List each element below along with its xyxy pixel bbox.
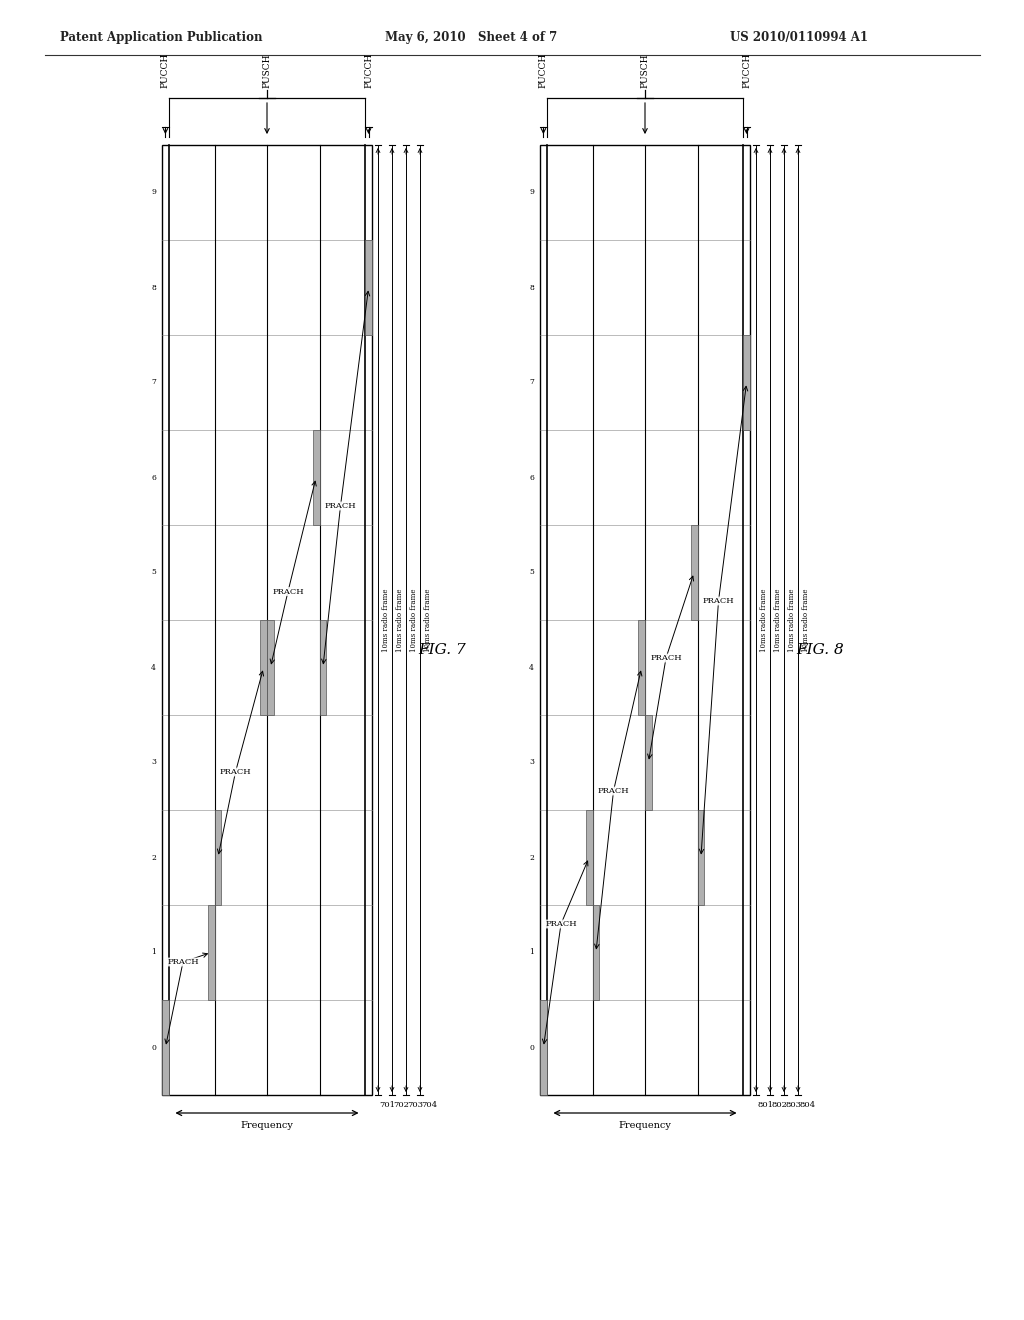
Bar [697, 810, 705, 906]
Bar [366, 240, 372, 335]
Text: 5: 5 [152, 569, 156, 577]
Text: 803: 803 [785, 1101, 801, 1109]
Bar [267, 620, 273, 715]
Text: PRACH: PRACH [272, 587, 304, 595]
Text: 8: 8 [529, 284, 534, 292]
Text: 9: 9 [152, 189, 156, 197]
Text: 7: 7 [529, 379, 534, 387]
Text: PUSCH: PUSCH [262, 54, 271, 88]
Text: 7: 7 [152, 379, 156, 387]
Text: PRACH: PRACH [598, 787, 630, 795]
Bar [214, 810, 221, 906]
Text: 8: 8 [152, 284, 156, 292]
Text: 702: 702 [393, 1101, 409, 1109]
Text: 1: 1 [152, 949, 156, 957]
Text: PRACH: PRACH [702, 597, 734, 605]
Bar [208, 906, 214, 1001]
Text: PUCCH: PUCCH [742, 53, 751, 88]
Text: 2: 2 [152, 854, 156, 862]
Text: 0: 0 [529, 1044, 534, 1052]
Bar [540, 145, 750, 1096]
Bar [586, 810, 593, 906]
Text: 704: 704 [421, 1101, 437, 1109]
Text: 9: 9 [529, 189, 534, 197]
Text: May 6, 2010   Sheet 4 of 7: May 6, 2010 Sheet 4 of 7 [385, 30, 557, 44]
Bar [312, 430, 319, 525]
Text: PUCCH: PUCCH [539, 53, 548, 88]
Text: 1: 1 [529, 949, 534, 957]
Text: 10ms radio frame: 10ms radio frame [774, 589, 782, 652]
Bar [162, 145, 372, 1096]
Text: PRACH: PRACH [325, 502, 356, 510]
Text: PUCCH: PUCCH [365, 53, 373, 88]
Text: PRACH: PRACH [167, 958, 199, 966]
Text: 4: 4 [529, 664, 534, 672]
Text: 804: 804 [799, 1101, 815, 1109]
Bar [645, 715, 652, 810]
Text: 2: 2 [529, 854, 534, 862]
Bar [260, 620, 267, 715]
Text: 10ms radio frame: 10ms radio frame [424, 589, 432, 652]
Text: US 2010/0110994 A1: US 2010/0110994 A1 [730, 30, 868, 44]
Text: 10ms radio frame: 10ms radio frame [396, 589, 404, 652]
Text: 3: 3 [529, 759, 534, 767]
Text: PRACH: PRACH [220, 768, 251, 776]
Text: PRACH: PRACH [650, 653, 682, 663]
Text: Frequency: Frequency [618, 1121, 672, 1130]
Bar [319, 620, 327, 715]
Text: PUSCH: PUSCH [640, 54, 649, 88]
Text: 5: 5 [529, 569, 534, 577]
Bar [743, 335, 750, 430]
Bar [540, 1001, 547, 1096]
Bar [162, 1001, 169, 1096]
Text: 10ms radio frame: 10ms radio frame [382, 589, 390, 652]
Text: 701: 701 [379, 1101, 395, 1109]
Text: 802: 802 [771, 1101, 786, 1109]
Text: 10ms radio frame: 10ms radio frame [410, 589, 418, 652]
Text: FIG. 7: FIG. 7 [418, 643, 466, 657]
Bar [638, 620, 645, 715]
Text: PRACH: PRACH [545, 920, 577, 928]
Text: Patent Application Publication: Patent Application Publication [60, 30, 262, 44]
Bar [593, 906, 599, 1001]
Text: 0: 0 [152, 1044, 156, 1052]
Text: 801: 801 [757, 1101, 773, 1109]
Text: 6: 6 [529, 474, 534, 482]
Text: 3: 3 [151, 759, 156, 767]
Text: PUCCH: PUCCH [161, 53, 170, 88]
Text: 10ms radio frame: 10ms radio frame [802, 589, 810, 652]
Text: 703: 703 [407, 1101, 423, 1109]
Text: Frequency: Frequency [241, 1121, 294, 1130]
Text: 10ms radio frame: 10ms radio frame [760, 589, 768, 652]
Text: 10ms radio frame: 10ms radio frame [788, 589, 796, 652]
Bar [690, 525, 697, 620]
Text: FIG. 8: FIG. 8 [796, 643, 844, 657]
Text: 4: 4 [152, 664, 156, 672]
Text: 6: 6 [152, 474, 156, 482]
